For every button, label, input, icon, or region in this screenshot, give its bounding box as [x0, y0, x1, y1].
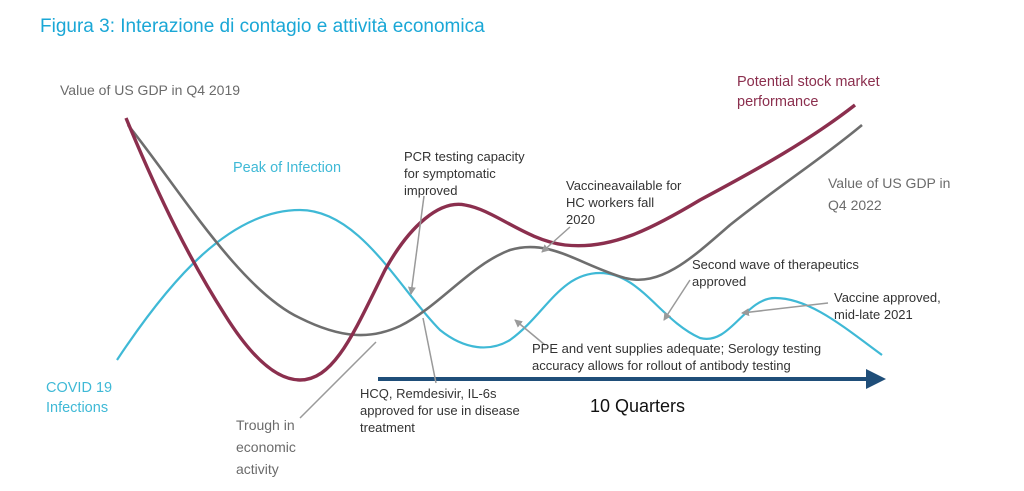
label-ppe: PPE and vent supplies adequate; Serology… [532, 340, 821, 374]
label-pcr-line-1: PCR testing capacity [404, 149, 525, 164]
label-hcq-line-3: treatment [360, 420, 415, 435]
pointer-vaccine-hc [541, 226, 571, 253]
label-vaccine-approved-line-1: Vaccine approved, [834, 290, 941, 305]
label-vaccine-approved-line-2: mid-late 2021 [834, 307, 913, 322]
label-hcq: HCQ, Remdesivir, IL-6s approved for use … [360, 385, 520, 436]
label-vaccine-hc-line-2: HC workers fall [566, 195, 655, 210]
label-ppe-line-2: accuracy allows for rollout of antibody … [532, 358, 791, 373]
label-gdp-end-line-1: Value of US GDP in [828, 175, 951, 191]
label-pcr: PCR testing capacity for symptomatic imp… [404, 148, 525, 199]
label-quarters: 10 Quarters [590, 396, 686, 416]
timeline-arrow-head [866, 369, 886, 389]
pointer-ppe [514, 319, 546, 346]
label-vaccine-hc-line-3: 2020 [566, 212, 595, 227]
label-trough-line-3: activity [236, 461, 279, 477]
label-covid-line-2: Infections [46, 400, 109, 416]
label-trough-line-2: economic [236, 439, 296, 455]
figure-title: Figura 3: Interazione di contagio e atti… [40, 16, 485, 37]
label-stock-market: Potential stock market performance [737, 72, 880, 112]
gdp-curve [126, 124, 863, 337]
label-pcr-line-3: improved [404, 183, 458, 198]
label-hcq-line-1: HCQ, Remdesivir, IL-6s [360, 386, 497, 401]
infection-curve [116, 208, 883, 361]
label-stock-line-2: performance [737, 94, 819, 110]
label-second-wave: Second wave of therapeutics approved [692, 256, 859, 290]
label-covid-line-1: COVID 19 [46, 380, 113, 396]
label-pcr-line-2: for symptomatic [404, 166, 496, 181]
label-hcq-line-2: approved for use in disease [360, 403, 520, 418]
pointer-hcq [422, 317, 437, 384]
label-vaccine-hc: Vaccineavailable for HC workers fall 202… [566, 177, 681, 228]
label-ppe-line-1: PPE and vent supplies adequate; Serology… [532, 341, 822, 356]
label-stock-line-1: Potential stock market [737, 74, 880, 90]
pointer-trough [299, 341, 377, 419]
label-vaccine-hc-line-1: Vaccineavailable for [566, 178, 682, 193]
label-peak-infection: Peak of Infection [233, 160, 342, 176]
label-gdp-start: Value of US GDP in Q4 2019 [60, 82, 241, 98]
label-gdp-end-line-2: Q4 2022 [828, 197, 882, 213]
label-vaccine-approved: Vaccine approved, mid-late 2021 [834, 289, 941, 323]
pointer-pcr [407, 195, 425, 295]
label-second-wave-line-2: approved [692, 274, 747, 289]
label-trough: Trough in economic activity [236, 414, 296, 480]
label-gdp-end: Value of US GDP in Q4 2022 [828, 172, 950, 216]
pointer-second-wave [663, 279, 691, 321]
label-trough-line-1: Trough in [236, 417, 295, 433]
stock-market-curve [124, 103, 857, 382]
pointer-vaccine-approved [741, 302, 829, 317]
label-covid-infections: COVID 19 Infections [46, 378, 112, 418]
label-second-wave-line-1: Second wave of therapeutics [692, 257, 859, 272]
